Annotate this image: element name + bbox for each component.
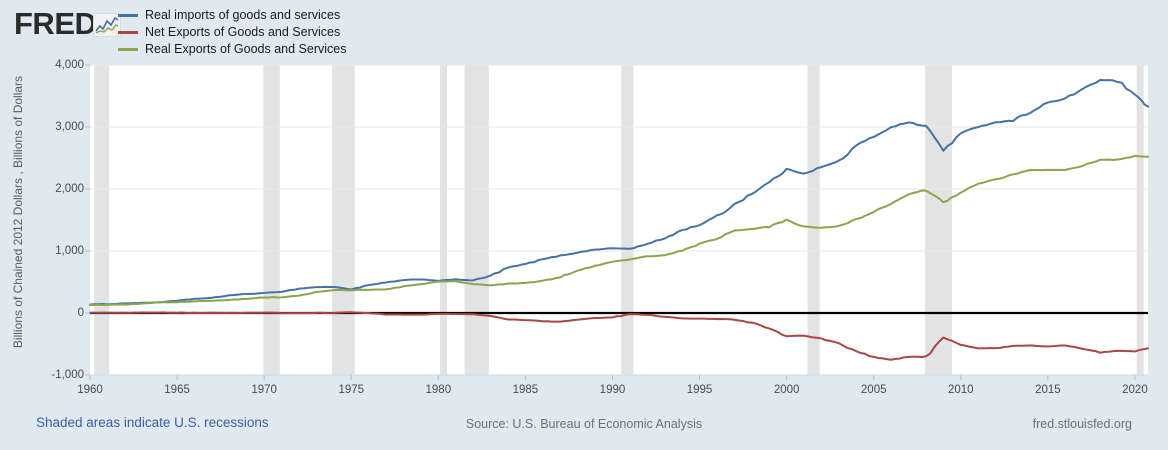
y-axis-tick-label: 3,000 <box>55 121 84 133</box>
legend-label-exports: Real Exports of Goods and Services <box>145 42 347 56</box>
y-axis-tick-label: 2,000 <box>55 183 84 195</box>
x-axis-tick-label: 1965 <box>164 384 190 396</box>
legend-swatch-imports <box>118 14 138 17</box>
x-axis-tick-label: 2020 <box>1122 384 1148 396</box>
recession-band <box>925 65 953 375</box>
chart-footer: Shaded areas indicate U.S. recessions So… <box>0 405 1168 450</box>
site-url: fred.stlouisfed.org <box>1032 417 1132 431</box>
x-axis-tick-label: 1995 <box>686 384 713 396</box>
legend-item-net-exports[interactable]: Net Exports of Goods and Services <box>118 25 347 40</box>
x-axis-ticks: 1960 1965 1970 1975 1980 1985 1990 1995 2000 2005… <box>0 376 1168 404</box>
recession-band <box>621 65 634 375</box>
recession-band <box>263 65 280 375</box>
y-axis-tick-label: -1,000 <box>51 369 84 381</box>
chart-plot[interactable] <box>0 55 1168 405</box>
x-axis-tick-label: 1985 <box>512 384 539 396</box>
series-lines <box>89 78 1149 361</box>
recession-band <box>464 65 489 375</box>
sparkline-icon <box>93 13 121 37</box>
x-axis-tick-label: 1970 <box>251 384 277 396</box>
chart-header: FRED. Real imports of goods and services… <box>0 0 1168 60</box>
y-axis-ticks: 4,000 3,000 2,000 1,000 0 -1,000 <box>18 55 84 405</box>
recession-band <box>807 65 820 375</box>
x-axis-tick-label: 2010 <box>947 384 974 396</box>
legend-swatch-net-exports <box>118 31 138 34</box>
fred-logo[interactable]: FRED. <box>14 8 121 40</box>
recession-band <box>94 65 110 375</box>
x-axis-tick-label: 2015 <box>1035 384 1061 396</box>
legend-label-imports: Real imports of goods and services <box>145 8 341 22</box>
legend-item-exports[interactable]: Real Exports of Goods and Services <box>118 42 347 57</box>
x-axis-tick-label: 2000 <box>773 384 800 396</box>
fred-wordmark: FRED. <box>14 6 102 41</box>
plot-background <box>90 65 1148 375</box>
legend-label-net-exports: Net Exports of Goods and Services <box>145 25 341 39</box>
y-axis-tick-label: 1,000 <box>55 245 84 257</box>
recession-note[interactable]: Shaded areas indicate U.S. recessions <box>36 415 269 430</box>
chart-legend: Real imports of goods and services Net E… <box>118 8 347 59</box>
series-line[interactable] <box>89 154 1149 307</box>
recession-band <box>440 65 448 375</box>
x-axis-tick-label: 1960 <box>77 384 103 396</box>
x-axis-tick-label: 2005 <box>860 384 887 396</box>
legend-item-imports[interactable]: Real imports of goods and services <box>118 8 347 23</box>
recession-band <box>1136 65 1144 375</box>
plot-area-wrapper: Billions of Chained 2012 Dollars , Billi… <box>0 55 1168 405</box>
legend-swatch-exports <box>118 48 138 51</box>
x-axis-tick-label: 1975 <box>338 384 365 396</box>
series-line[interactable] <box>89 311 1149 361</box>
recession-band <box>332 65 355 375</box>
x-axis-tick-label: 1980 <box>425 384 452 396</box>
y-axis-tick-label: 4,000 <box>55 59 84 71</box>
source-note: Source: U.S. Bureau of Economic Analysis <box>465 417 703 431</box>
series-line[interactable] <box>89 78 1149 306</box>
x-axis-tick-label: 1990 <box>599 384 626 396</box>
y-axis-tick-label: 0 <box>77 307 84 319</box>
